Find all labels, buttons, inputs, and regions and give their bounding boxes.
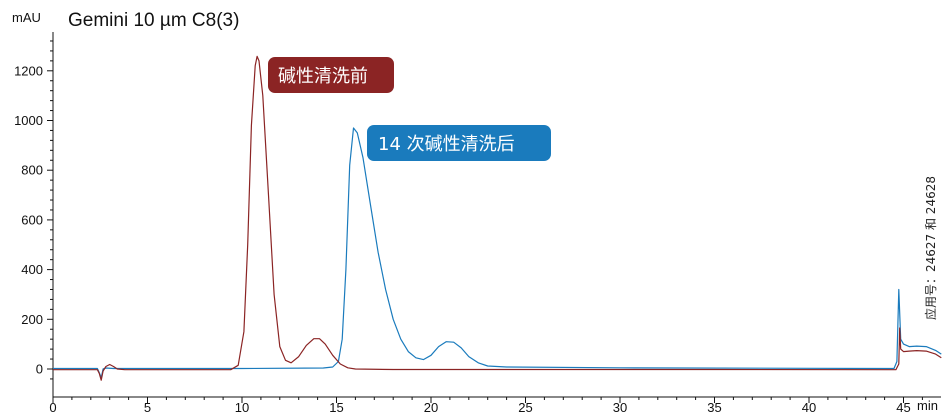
x-axis-unit: min bbox=[917, 398, 938, 413]
y-tick-label: 200 bbox=[21, 312, 43, 327]
x-tick-label: 40 bbox=[802, 400, 816, 414]
y-tick-label: 1000 bbox=[14, 113, 43, 128]
application-number-note: 应用号：24627 和 24628 bbox=[923, 176, 938, 320]
y-tick-label: 0 bbox=[36, 362, 43, 377]
annotation-before-wash: 碱性清洗前 bbox=[268, 57, 394, 93]
x-tick-label: 5 bbox=[144, 400, 151, 414]
annotation-after-wash-label: 14 次碱性清洗后 bbox=[378, 134, 515, 155]
y-tick-label: 600 bbox=[21, 212, 43, 227]
annotation-before-wash-badge bbox=[268, 57, 394, 93]
x-tick-label: 15 bbox=[329, 400, 343, 414]
x-tick-label: 25 bbox=[518, 400, 532, 414]
y-tick-label: 1200 bbox=[14, 63, 43, 78]
axes bbox=[52, 32, 941, 398]
x-ticks: 0 5 10 15 20 25 30 35 40 45 bbox=[49, 397, 923, 414]
x-tick-label: 10 bbox=[235, 400, 249, 414]
annotation-after-wash: 14 次碱性清洗后 bbox=[367, 125, 551, 161]
y-tick-label: 400 bbox=[21, 262, 43, 277]
x-tick-label: 0 bbox=[49, 400, 56, 414]
annotation-before-wash-label: 碱性清洗前 bbox=[278, 66, 368, 87]
x-tick-label: 20 bbox=[424, 400, 438, 414]
series-after-wash-line bbox=[53, 127, 942, 379]
y-tick-label: 800 bbox=[21, 163, 43, 178]
y-ticks: 0 200 400 600 800 1000 1200 bbox=[14, 40, 53, 380]
x-tick-label: 30 bbox=[613, 400, 627, 414]
series-before-wash-line bbox=[53, 55, 942, 381]
chart-title: Gemini 10 µm C8(3) bbox=[68, 10, 239, 31]
annotation-after-wash-badge bbox=[367, 125, 551, 161]
x-tick-label: 35 bbox=[707, 400, 721, 414]
x-tick-label: 45 bbox=[896, 400, 910, 414]
series-layer bbox=[53, 55, 942, 381]
y-axis-unit: mAU bbox=[12, 10, 41, 25]
